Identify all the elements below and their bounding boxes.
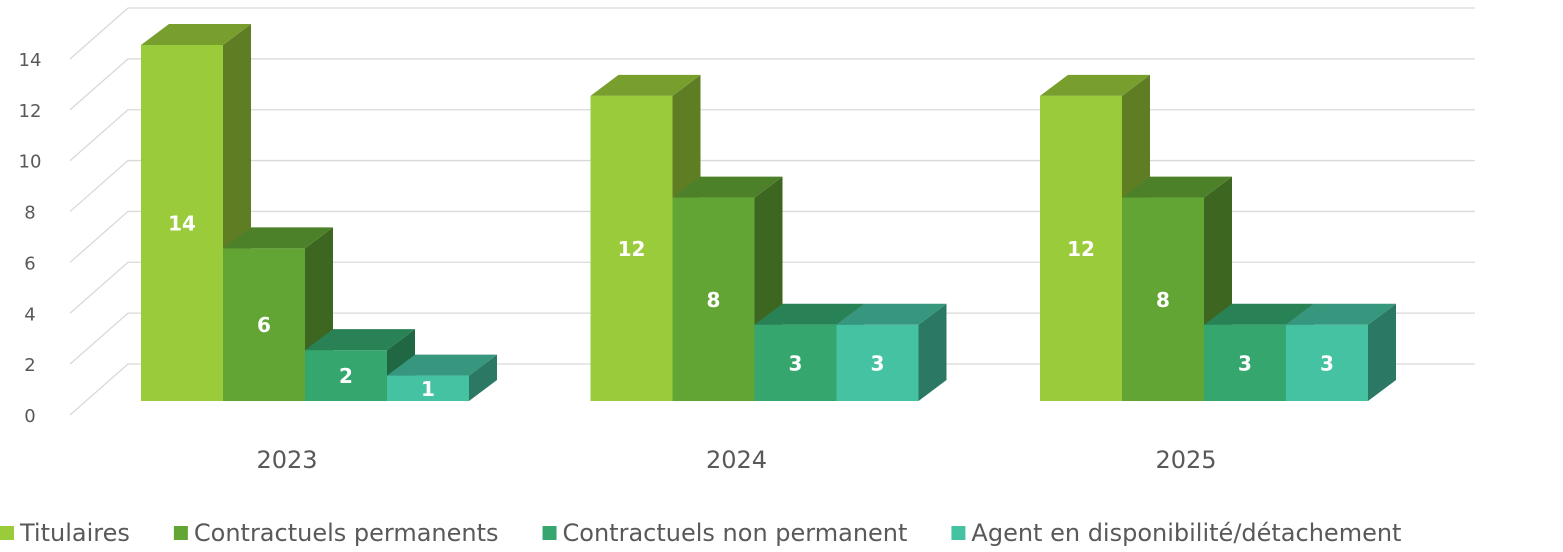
grid-line <box>69 312 1475 365</box>
bar <box>141 45 223 401</box>
x-tick-label: 2025 <box>1155 446 1216 474</box>
bar-top <box>223 227 333 249</box>
x-tick-label: 2023 <box>256 446 317 474</box>
bar <box>672 197 755 401</box>
legend-swatch <box>173 526 188 540</box>
grid-line <box>69 58 1475 111</box>
bar <box>223 248 305 401</box>
grid-line <box>69 109 1475 162</box>
y-tick-label: 2 <box>24 355 35 376</box>
grid-line <box>69 210 1475 263</box>
grid-line <box>69 159 1475 213</box>
bar-side <box>469 354 497 401</box>
bar <box>1286 324 1368 401</box>
y-tick-label: 10 <box>19 152 42 173</box>
bar <box>1122 197 1204 401</box>
value-label: 2 <box>339 364 353 388</box>
bar-top <box>387 354 497 376</box>
value-label: 3 <box>789 351 803 375</box>
legend-label: Contractuels permanents <box>194 519 499 547</box>
bar-top <box>1204 303 1314 325</box>
legend-label: Contractuels non permanent <box>563 519 908 547</box>
value-label: 3 <box>1238 351 1252 375</box>
bar-top <box>754 303 865 325</box>
bar <box>1204 324 1286 401</box>
legend-label: Agent en disponibilité/détachement <box>971 519 1401 547</box>
bar <box>590 95 673 401</box>
y-tick-label: 8 <box>24 203 35 224</box>
y-tick-label: 0 <box>24 406 35 427</box>
y-tick-label: 4 <box>24 304 35 325</box>
bar-side <box>1368 303 1396 401</box>
value-label: 3 <box>871 351 885 375</box>
x-tick-label: 2024 <box>706 446 767 474</box>
bar-top <box>305 329 415 351</box>
bar-side <box>918 303 947 401</box>
bar <box>754 324 837 401</box>
y-tick-label: 14 <box>19 50 42 71</box>
y-tick-label: 12 <box>19 101 42 122</box>
grid-line <box>69 261 1475 314</box>
legend-swatch <box>0 526 14 540</box>
bar-top <box>590 74 701 96</box>
bar <box>305 350 387 401</box>
y-tick-label: 6 <box>24 253 35 274</box>
bar-top <box>836 303 947 325</box>
bar-top <box>672 176 783 198</box>
value-label: 12 <box>1067 237 1095 261</box>
bar-top <box>1286 303 1396 325</box>
value-label: 8 <box>1156 288 1170 312</box>
value-label: 3 <box>1320 351 1334 375</box>
legend-swatch <box>542 526 557 540</box>
bar-top <box>1122 176 1232 198</box>
bar-top <box>1040 74 1150 96</box>
value-label: 6 <box>257 313 271 337</box>
value-label: 12 <box>618 237 646 261</box>
legend-label: Titulaires <box>19 519 130 547</box>
bar <box>1040 95 1122 401</box>
grid-line <box>69 363 1475 416</box>
bar <box>387 375 469 401</box>
value-label: 14 <box>168 212 196 236</box>
bar-top <box>141 24 251 45</box>
value-label: 8 <box>707 288 721 312</box>
legend-swatch <box>951 526 966 540</box>
bar <box>836 324 919 401</box>
grid-line <box>69 7 1475 60</box>
value-label: 1 <box>421 377 435 401</box>
